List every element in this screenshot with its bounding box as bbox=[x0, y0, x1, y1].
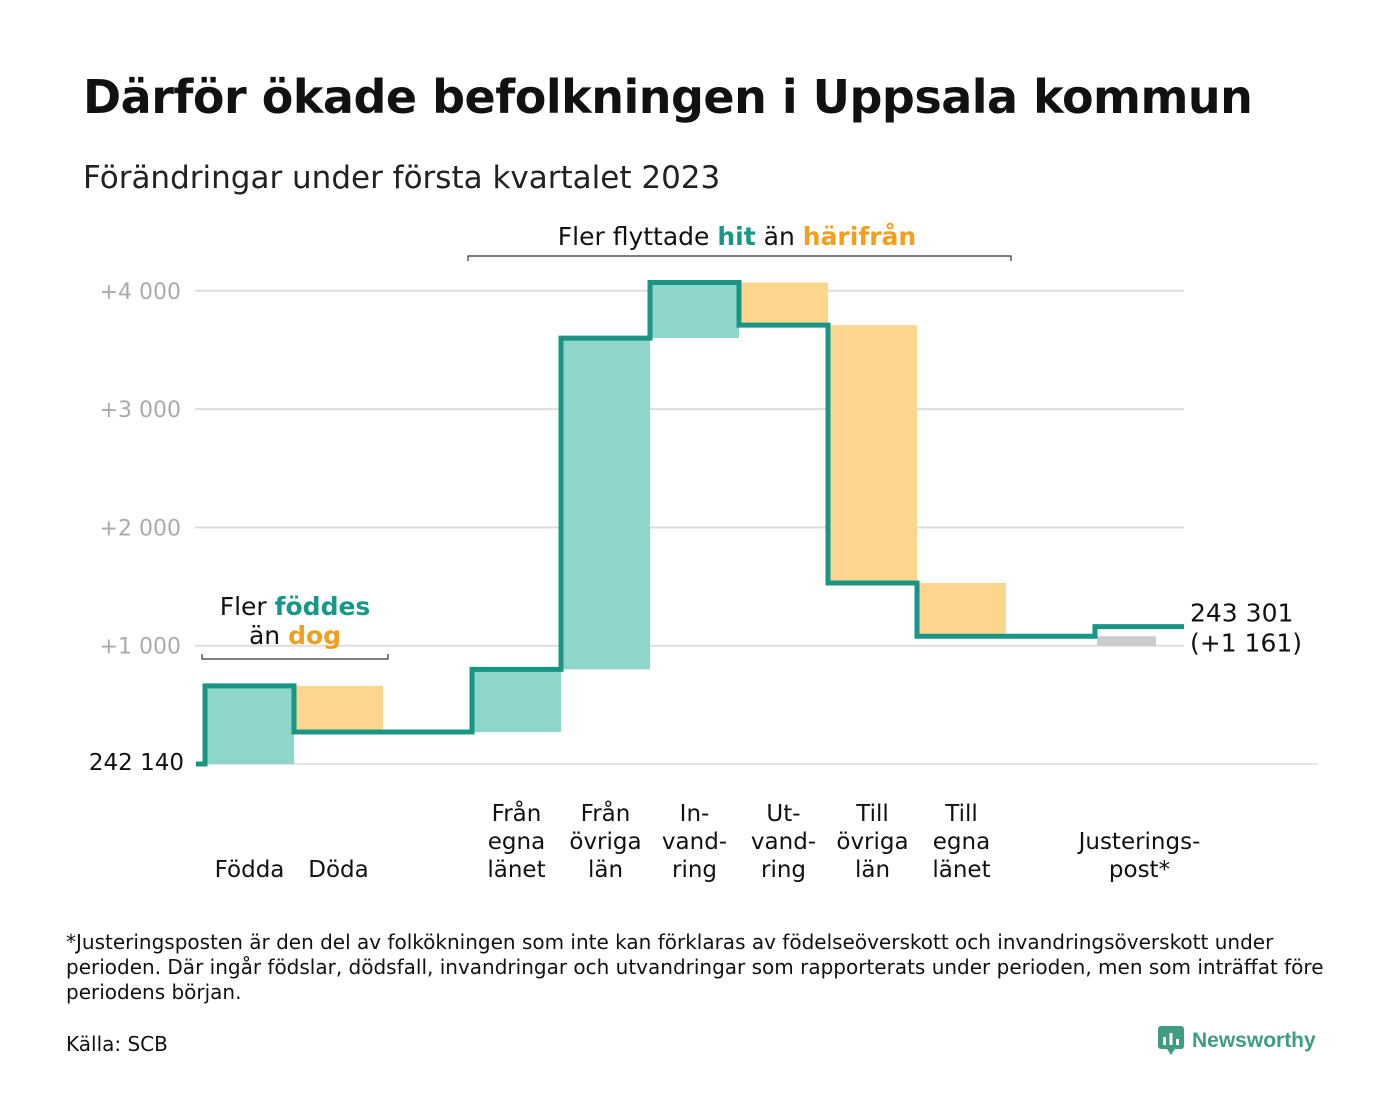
category-label: övriga bbox=[569, 829, 641, 855]
y-tick-label: +3 000 bbox=[100, 398, 181, 423]
y-tick-label: +4 000 bbox=[100, 280, 181, 305]
chart-title: Därför ökade befolkningen i Uppsala komm… bbox=[83, 70, 1253, 124]
cumulative-step-line bbox=[196, 280, 1184, 767]
category-label: ring bbox=[672, 857, 717, 883]
category-label: Till bbox=[944, 801, 978, 827]
category-label: Födda bbox=[215, 857, 285, 883]
bar-outflow bbox=[828, 325, 917, 584]
category-label: egna bbox=[933, 829, 990, 855]
category-label: Döda bbox=[308, 857, 368, 883]
category-label: län bbox=[855, 857, 890, 883]
births-annotation-line2: än dog bbox=[249, 621, 341, 650]
migration-annotation: Fler flyttade hit än härifrån bbox=[558, 222, 916, 251]
y-tick-label: +1 000 bbox=[100, 635, 181, 660]
source-label: Källa: SCB bbox=[66, 1032, 168, 1056]
category-label: Från bbox=[581, 799, 631, 827]
newsworthy-logo-icon bbox=[1158, 1026, 1184, 1055]
start-value-label: 242 140 bbox=[89, 750, 184, 776]
bar-inflow bbox=[650, 282, 739, 339]
end-total-label: 243 301 bbox=[1190, 599, 1293, 628]
births-annotation-line2-part: dog bbox=[288, 621, 341, 650]
grid-layer: +1 000 +2 000 +3 000 +4 000 bbox=[100, 280, 1318, 765]
bar-outflow bbox=[917, 583, 1006, 637]
births-annotation-line2-part: än bbox=[249, 621, 288, 650]
bar-outflow bbox=[739, 282, 828, 326]
footnote: *Justeringsposten är den del av folkökni… bbox=[66, 930, 1324, 1004]
category-label: länet bbox=[932, 857, 990, 883]
migration-annotation-part: härifrån bbox=[803, 222, 916, 251]
births-bracket bbox=[201, 654, 389, 660]
category-label: egna bbox=[488, 829, 545, 855]
chart-subtitle: Förändringar under första kvartalet 2023 bbox=[83, 160, 721, 196]
births-annotation-line1: Fler föddes bbox=[220, 592, 371, 621]
migration-annotation-part: hit bbox=[717, 222, 755, 251]
migration-annotation-part: Fler flyttade bbox=[558, 222, 718, 251]
migration-annotation-part: än bbox=[756, 222, 803, 251]
bar-inflow bbox=[561, 338, 650, 670]
category-label: Ut- bbox=[766, 801, 800, 827]
bar-inflow bbox=[205, 685, 294, 764]
category-label: vand- bbox=[751, 829, 816, 855]
category-label: post* bbox=[1109, 857, 1170, 883]
labels-layer: Födda DödaFrånegnalänetFrånövrigalänIn-va… bbox=[89, 599, 1302, 883]
category-label: Från bbox=[492, 799, 542, 827]
category-label: övriga bbox=[836, 829, 908, 855]
category-label: länet bbox=[487, 857, 545, 883]
category-label: Till bbox=[855, 801, 889, 827]
brand-name: Newsworthy bbox=[1192, 1029, 1316, 1052]
waterfall-chart: +1 000+2 000+3 000+4 000 Födda DödaFråneg… bbox=[89, 222, 1318, 883]
migration-bracket bbox=[467, 255, 1012, 261]
y-tick-label: +2 000 bbox=[100, 516, 181, 541]
category-label: Justerings- bbox=[1077, 829, 1201, 855]
category-label: ring bbox=[761, 857, 806, 883]
line-layer bbox=[196, 280, 1184, 767]
brand[interactable]: Newsworthy bbox=[1158, 1026, 1316, 1056]
end-change-label: (+1 161) bbox=[1190, 629, 1302, 658]
births-annotation-line1-part: Fler bbox=[220, 592, 275, 621]
category-label: In- bbox=[680, 801, 710, 827]
bar-outflow bbox=[294, 685, 383, 733]
category-label: vand- bbox=[662, 829, 727, 855]
births-annotation-line1-part: föddes bbox=[275, 592, 371, 621]
category-label: län bbox=[588, 857, 623, 883]
bar-adjustment bbox=[1097, 636, 1156, 646]
bars-layer bbox=[205, 282, 1156, 764]
bar-inflow bbox=[472, 669, 561, 733]
